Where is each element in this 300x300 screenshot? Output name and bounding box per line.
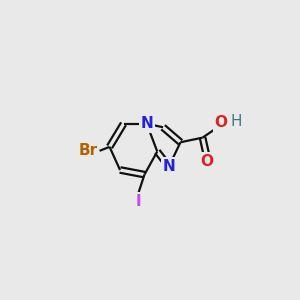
Text: N: N <box>140 116 153 131</box>
Text: O: O <box>201 154 214 169</box>
Text: Br: Br <box>79 143 98 158</box>
Text: H: H <box>230 113 242 128</box>
Text: I: I <box>136 194 142 209</box>
Text: N: N <box>163 159 175 174</box>
Text: O: O <box>215 115 228 130</box>
